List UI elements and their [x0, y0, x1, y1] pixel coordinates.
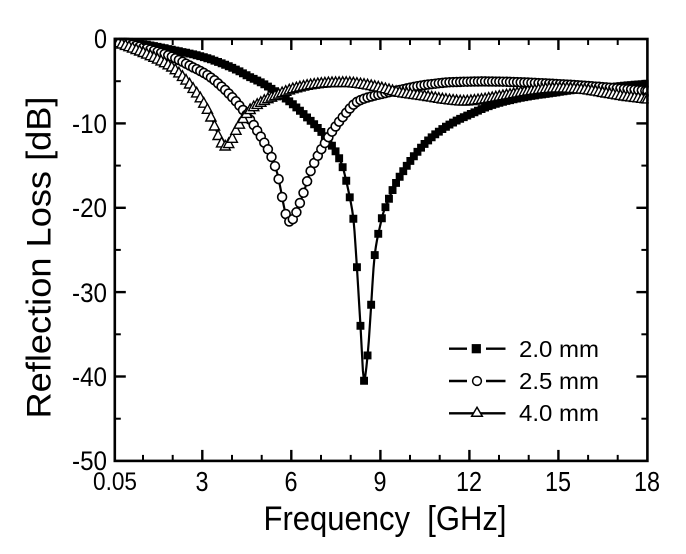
svg-text:-20: -20 [72, 193, 107, 223]
svg-text:3: 3 [196, 466, 209, 497]
svg-text:2.0 mm: 2.0 mm [519, 336, 599, 362]
svg-text:12: 12 [456, 466, 482, 497]
svg-text:Frequency [GHz]: Frequency [GHz] [264, 500, 507, 538]
svg-text:6: 6 [285, 466, 298, 497]
svg-text:18: 18 [634, 466, 660, 497]
svg-text:2.5 mm: 2.5 mm [519, 368, 599, 394]
svg-text:-10: -10 [72, 109, 107, 139]
svg-text:0: 0 [94, 24, 107, 54]
svg-text:4.0 mm: 4.0 mm [519, 400, 599, 426]
svg-text:-50: -50 [72, 446, 107, 476]
svg-text:9: 9 [374, 466, 387, 497]
svg-text:15: 15 [545, 466, 571, 497]
svg-text:-40: -40 [72, 362, 107, 392]
svg-text:0.05: 0.05 [93, 468, 137, 496]
svg-text:Reflection Loss [dB]: Reflection Loss [dB] [21, 97, 59, 419]
svg-text:-30: -30 [72, 278, 107, 308]
